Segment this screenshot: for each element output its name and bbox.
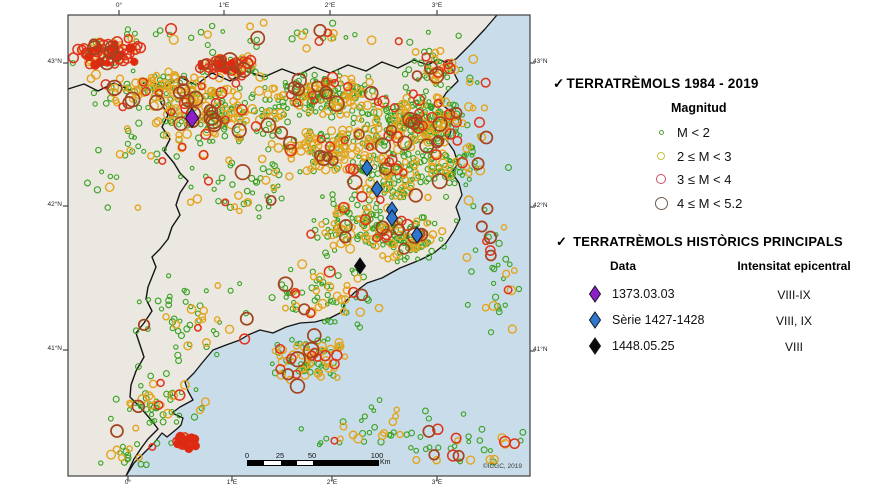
column-header-intensity: Intensitat epicentral (737, 259, 851, 273)
lat-label-right-43: 43°N (533, 58, 548, 65)
check-icon: ✓ (553, 76, 565, 91)
legend-item-label: 3 ≤ M < 4 (677, 171, 732, 187)
lat-label-right-42: 42°N (533, 202, 548, 209)
historic-date: Sèrie 1427-1428 (612, 313, 705, 327)
historic-date: 1448.05.25 (612, 339, 675, 353)
lon-label-bottom-3: 3°E (431, 479, 443, 486)
column-header-date: Data (610, 259, 637, 273)
lon-label-top-1: 1°E (218, 2, 230, 9)
check-icon: ✓ (556, 234, 568, 249)
legend-historic-title: ✓ TERRATRÈMOLS HISTÒRICS PRINCIPALS (556, 234, 843, 250)
lon-label-top-0: 0° (115, 2, 123, 9)
magnitude-circle-icon (652, 152, 670, 160)
legend-magnitude-title-text: TERRATRÈMOLS 1984 - 2019 (566, 76, 759, 91)
scale-label-0: 0 (244, 451, 250, 460)
scale-label-50: 50 (307, 451, 317, 460)
historic-intensity: VIII (784, 340, 803, 354)
scale-label-100: 100 (370, 451, 384, 460)
historic-date: 1373.03.03 (612, 287, 675, 301)
legend-historic-title-text: TERRATRÈMOLS HISTÒRICS PRINCIPALS (573, 234, 843, 249)
lon-label-bottom-2: 2°E (326, 479, 338, 486)
legend-item-m-4-52: 4 ≤ M < 5.2 (652, 193, 742, 213)
purple-diamond-icon (588, 285, 602, 303)
legend-item-label: M < 2 (677, 124, 710, 140)
scale-label-25: 25 (275, 451, 285, 460)
historic-intensity: VIII, IX (775, 314, 812, 328)
lon-label-bottom-0: 0° (124, 479, 132, 486)
blue-diamond-icon (588, 311, 602, 329)
copyright-text: ©ICGC, 2019 (482, 463, 522, 470)
legend-item-label: 4 ≤ M < 5.2 (677, 195, 743, 211)
historic-intensity: VIII-IX (777, 288, 811, 302)
scale-bar-segments (247, 460, 379, 466)
historic-row-1448: 1448.05.25 VIII (556, 336, 876, 358)
historic-row-1427-1428: Sèrie 1427-1428 VIII, IX (556, 310, 876, 332)
lon-label-top-3: 3°E (431, 2, 443, 9)
scale-unit: Km (380, 459, 391, 466)
lat-label-left-41: 41°N (47, 345, 62, 352)
legend-item-m-lt-2: M < 2 (652, 122, 710, 142)
catalonia-earthquake-map (63, 10, 535, 481)
lon-label-top-2: 2°E (324, 2, 336, 9)
lat-label-right-41: 41°N (533, 346, 548, 353)
magnitude-circle-icon (652, 174, 670, 184)
legend-item-m-3-4: 3 ≤ M < 4 (652, 169, 731, 189)
lon-label-bottom-1: 1°E (226, 479, 238, 486)
legend-magnitude-title: ✓ TERRATRÈMOLS 1984 - 2019 (553, 76, 759, 92)
magnitude-circle-icon (652, 129, 670, 135)
magnitude-subtitle: Magnitud (671, 101, 727, 115)
legend-item-label: 2 ≤ M < 3 (677, 148, 732, 164)
lat-label-left-43: 43°N (47, 58, 62, 65)
magnitude-circle-icon (652, 196, 670, 210)
legend-item-m-2-3: 2 ≤ M < 3 (652, 146, 731, 166)
historic-row-1373: 1373.03.03 VIII-IX (556, 284, 876, 306)
lat-label-left-42: 42°N (47, 201, 62, 208)
black-diamond-icon (588, 337, 602, 355)
scale-bar: 0 25 50 100 Km (244, 451, 397, 471)
